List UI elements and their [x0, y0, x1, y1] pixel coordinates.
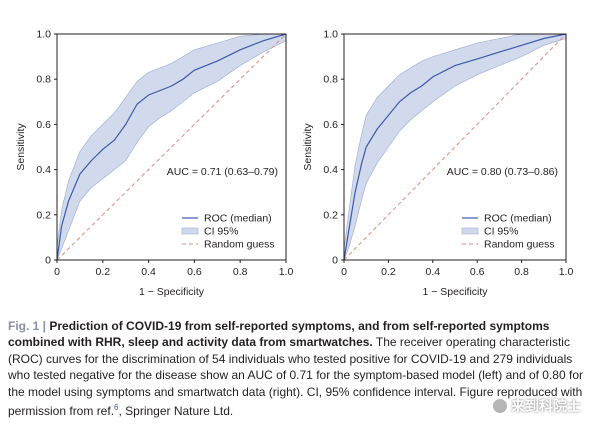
y-tick-label: 0	[332, 255, 338, 267]
random-guess-line	[343, 33, 567, 261]
x-axis-label: 1 − Specificity	[422, 286, 488, 298]
y-tick-label: 0.2	[36, 209, 51, 221]
roc-panel-symptoms-smartwatch: 0 0.2 0.4 0.6 0.8 1.0 0 0.2 0.4 0.6 0.8 1.0 1 − Spec…	[302, 29, 573, 299]
y-tick-label: 0	[45, 255, 51, 267]
legend-swatch-ci	[461, 227, 479, 235]
y-tick-label: 0.6	[36, 119, 51, 131]
y-tick-label: 0.8	[323, 74, 338, 86]
caption-title: Prediction of COVID-19 from self-reporte…	[8, 319, 550, 350]
y-tick-label: 0.6	[323, 119, 338, 131]
x-tick-label: 0.4	[141, 266, 156, 278]
x-tick-label: 0.4	[425, 266, 440, 278]
x-tick-label: 0.2	[381, 266, 396, 278]
legend-label: Random guess	[484, 239, 555, 251]
plot-frame	[343, 33, 567, 261]
x-tick-label: 0.2	[95, 266, 110, 278]
x-tick-label: 0.6	[470, 266, 485, 278]
legend-label: ROC (median)	[484, 213, 552, 225]
watermark: 来到科院士	[492, 396, 581, 416]
y-tick-label: 0.2	[323, 209, 338, 221]
x-tick-label: 0.6	[187, 266, 202, 278]
roc-median-line	[56, 33, 287, 261]
y-axis-label: Sensitivity	[302, 123, 314, 171]
x-tick-label: 0.8	[233, 266, 248, 278]
legend: ROC (median)CI 95%Random guess	[461, 213, 555, 251]
y-tick-label: 0.8	[36, 74, 51, 86]
plot-frame	[56, 33, 287, 261]
x-axis-label: 1 − Specificity	[139, 286, 205, 298]
legend-swatch-ci	[181, 227, 199, 235]
legend-label: ROC (median)	[204, 213, 272, 225]
auc-annotation: AUC = 0.71 (0.63–0.79)	[167, 166, 278, 178]
y-tick-label: 0.4	[36, 164, 51, 176]
x-tick-label: 1.0	[279, 266, 294, 278]
y-axis-label: Sensitivity	[15, 123, 27, 171]
caption-tail: , Springer Nature Ltd.	[118, 404, 234, 419]
auc-annotation: AUC = 0.80 (0.73–0.86)	[447, 166, 558, 178]
x-tick-label: 0.8	[514, 266, 529, 278]
x-tick-label: 0	[54, 266, 60, 278]
legend-label: CI 95%	[484, 226, 518, 238]
caption-body: The receiver operating characteristic (R…	[8, 335, 583, 419]
caption-ref-number[interactable]: 6	[114, 403, 119, 413]
watermark-text: 来到科院士	[511, 399, 581, 415]
x-tick-label: 0	[341, 266, 347, 278]
caption-label: Fig. 1 |	[8, 319, 47, 333]
roc-median-line	[343, 33, 567, 261]
y-tick-label: 1.0	[323, 29, 338, 41]
figure-caption: Fig. 1 | Prediction of COVID-19 from sel…	[8, 318, 588, 419]
random-guess-line	[56, 33, 287, 261]
y-tick-label: 0.4	[323, 164, 338, 176]
roc-panel-symptoms: 0 0.2 0.4 0.6 0.8 1.0 0 0.2 0.4 0.6 0.8 1.0 1 − Spec…	[15, 29, 293, 299]
y-tick-label: 1.0	[36, 29, 51, 41]
legend: ROC (median)CI 95%Random guess	[181, 213, 275, 251]
legend-label: CI 95%	[204, 226, 238, 238]
x-tick-label: 1.0	[559, 266, 574, 278]
roc-figure: 0 0.2 0.4 0.6 0.8 1.0 0 0.2 0.4 0.6 0.8 1.0 1 − Spec…	[15, 29, 573, 299]
legend-label: Random guess	[204, 239, 275, 251]
watermark-logo-icon	[492, 398, 508, 414]
